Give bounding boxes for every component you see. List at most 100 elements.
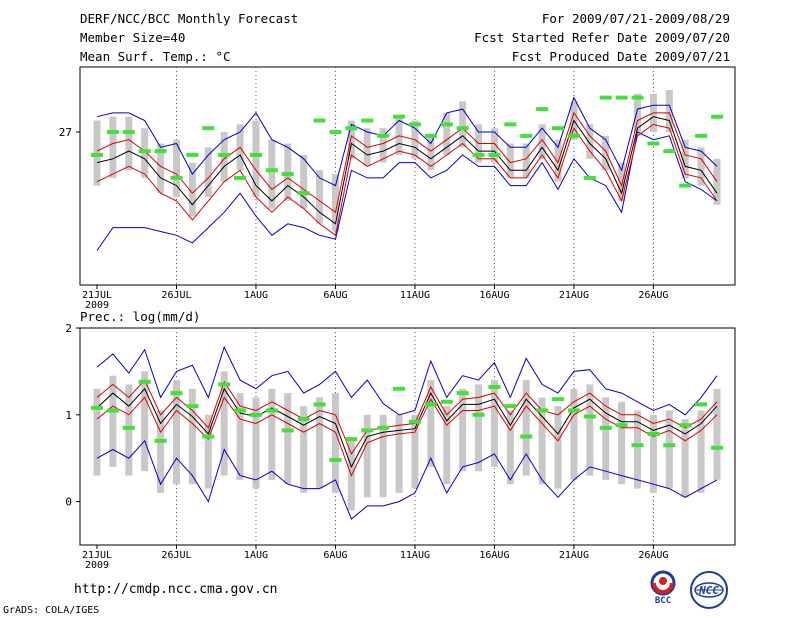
lower-spread-line bbox=[96, 396, 718, 477]
x-tick-label: 16AUG bbox=[479, 550, 509, 561]
observed-marker bbox=[520, 133, 533, 138]
observed-marker bbox=[711, 114, 723, 119]
forecast-started-label: Fcst Started Refer Date 2009/07/20 bbox=[474, 30, 730, 45]
x-tick-label: 11AUG bbox=[400, 550, 430, 561]
observed-marker bbox=[456, 391, 469, 396]
x-tick-label: 16AUG bbox=[479, 290, 509, 301]
observed-marker bbox=[170, 391, 183, 396]
grads-credit: GrADS: COLA/IGES bbox=[3, 605, 100, 616]
observed-marker bbox=[249, 412, 262, 417]
ensemble-box bbox=[570, 388, 578, 480]
ensemble-box bbox=[172, 380, 180, 485]
ensemble-box bbox=[427, 135, 435, 171]
ensemble-box bbox=[554, 139, 562, 182]
observed-marker bbox=[186, 404, 199, 409]
observed-marker bbox=[408, 122, 421, 127]
observed-marker bbox=[345, 126, 358, 131]
bcc-logo-icon: BCC bbox=[650, 570, 676, 606]
ensemble-box bbox=[316, 170, 324, 224]
observed-marker bbox=[297, 191, 310, 196]
ensemble-box bbox=[618, 401, 626, 485]
upper-spread-line bbox=[96, 379, 718, 455]
ensemble-box bbox=[347, 120, 355, 159]
ensemble-box bbox=[634, 93, 642, 133]
ensemble-box bbox=[331, 174, 339, 232]
observed-marker bbox=[679, 183, 692, 188]
ensemble-box bbox=[538, 124, 546, 159]
y-tick-label: 27 bbox=[59, 126, 72, 139]
ensemble-box bbox=[522, 380, 530, 476]
bcc-logo: BCC bbox=[641, 569, 685, 609]
ensemble-box bbox=[268, 139, 276, 209]
ensemble-box bbox=[141, 371, 149, 472]
ensemble-box bbox=[268, 388, 276, 480]
observed-marker bbox=[440, 399, 453, 404]
ensemble-box bbox=[586, 124, 594, 159]
observed-marker bbox=[583, 175, 596, 180]
observed-marker bbox=[567, 408, 580, 413]
ensemble-box bbox=[490, 380, 498, 467]
observed-marker bbox=[138, 379, 151, 384]
observed-marker bbox=[265, 408, 278, 413]
ensemble-box bbox=[618, 162, 626, 201]
observed-marker bbox=[599, 95, 612, 100]
ensemble-box bbox=[681, 139, 689, 178]
observed-marker bbox=[711, 445, 723, 450]
observed-marker bbox=[345, 437, 358, 442]
ensemble-box bbox=[713, 388, 721, 480]
observed-marker bbox=[265, 168, 278, 173]
ensemble-box bbox=[506, 143, 514, 178]
ensemble-box bbox=[443, 406, 451, 485]
ensemble-box bbox=[697, 147, 705, 186]
ensemble-box bbox=[602, 397, 610, 480]
ensemble-box bbox=[204, 414, 212, 489]
ensemble-box bbox=[506, 410, 514, 485]
x-tick-label: 6AUG bbox=[323, 290, 347, 301]
x-tick-label: 26AUG bbox=[638, 290, 668, 301]
observed-marker bbox=[488, 385, 501, 390]
x-year-label: 2009 bbox=[85, 560, 109, 571]
ensemble-box bbox=[634, 410, 642, 489]
observed-marker bbox=[361, 118, 374, 123]
observed-marker bbox=[695, 133, 708, 138]
observed-marker bbox=[281, 428, 294, 433]
observed-marker bbox=[552, 126, 565, 131]
panel1-variable-label: Mean Surf. Temp.: °C bbox=[80, 49, 231, 64]
x-tick-label: 26JUL bbox=[161, 290, 191, 301]
forecast-period-label: For 2009/07/21-2009/08/29 bbox=[541, 11, 730, 26]
x-tick-label: 21JUL bbox=[82, 290, 112, 301]
ensemble-box bbox=[236, 393, 244, 480]
ensemble-box bbox=[300, 406, 308, 493]
ensemble-box bbox=[697, 410, 705, 493]
ensemble-box bbox=[300, 154, 308, 209]
observed-marker bbox=[472, 152, 485, 157]
observed-marker bbox=[329, 130, 342, 135]
observed-marker bbox=[520, 434, 533, 439]
ensemble-box bbox=[459, 388, 467, 472]
x-tick-label: 1AUG bbox=[244, 550, 268, 561]
ensemble-box bbox=[157, 143, 165, 194]
ensemble-box bbox=[475, 384, 483, 472]
observed-marker bbox=[313, 402, 326, 407]
observed-marker bbox=[615, 423, 628, 428]
observed-marker bbox=[663, 443, 676, 448]
observed-marker bbox=[472, 412, 485, 417]
plot-frame bbox=[79, 327, 736, 546]
observed-marker bbox=[122, 425, 135, 430]
observed-marker bbox=[202, 126, 215, 131]
observed-marker bbox=[377, 425, 390, 430]
observed-marker bbox=[186, 152, 199, 157]
ensemble-box bbox=[172, 139, 180, 198]
ensemble-box bbox=[522, 143, 530, 178]
observed-marker bbox=[647, 141, 660, 146]
observed-marker bbox=[504, 122, 517, 127]
ncc-logo-icon: NCC bbox=[690, 571, 728, 609]
observed-marker bbox=[234, 408, 247, 413]
observed-marker bbox=[91, 152, 103, 157]
x-tick-label: 26JUL bbox=[161, 550, 191, 561]
ensemble-box bbox=[554, 406, 562, 489]
observed-marker bbox=[122, 130, 135, 135]
observed-marker bbox=[297, 417, 310, 422]
ensemble-box bbox=[331, 393, 339, 493]
